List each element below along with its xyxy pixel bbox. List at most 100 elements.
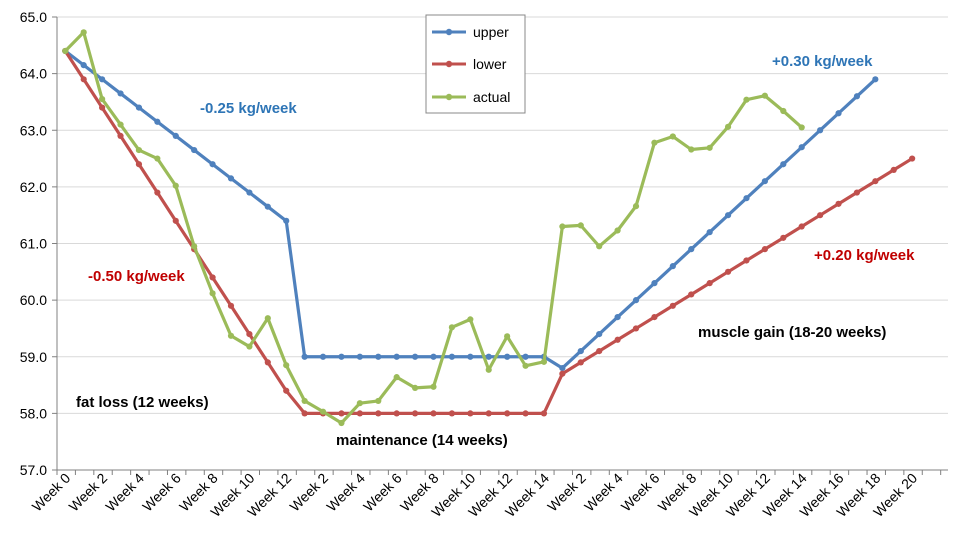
point-upper-16 bbox=[356, 353, 363, 360]
gridlines bbox=[57, 16, 948, 414]
point-actual-16 bbox=[356, 400, 363, 407]
legend: upper lower actual bbox=[425, 14, 526, 114]
point-actual-40 bbox=[798, 124, 805, 131]
point-upper-7 bbox=[191, 146, 198, 154]
point-lower-25 bbox=[522, 410, 529, 417]
point-lower-33 bbox=[669, 302, 676, 309]
annotations: -0.25 kg/week -0.50 kg/week fat loss (12… bbox=[76, 53, 915, 449]
point-upper-33 bbox=[669, 263, 676, 270]
point-actual-5 bbox=[154, 155, 161, 162]
point-upper-18 bbox=[393, 353, 400, 360]
point-actual-24 bbox=[504, 333, 511, 340]
point-lower-5 bbox=[154, 189, 161, 196]
point-actual-11 bbox=[264, 315, 271, 322]
point-upper-11 bbox=[264, 203, 271, 210]
legend-label-lower: lower bbox=[473, 56, 507, 72]
point-lower-43 bbox=[853, 189, 861, 196]
y-axis-ticks: 57.0 58.0 59.0 60.0 61.0 62.0 63.0 64.0 65.0 bbox=[20, 9, 57, 478]
point-upper-38 bbox=[761, 178, 768, 185]
point-lower-9 bbox=[227, 302, 235, 309]
point-actual-39 bbox=[780, 107, 787, 115]
point-actual-27 bbox=[559, 223, 566, 230]
point-upper-22 bbox=[467, 353, 474, 360]
legend-entry-actual: actual bbox=[432, 89, 510, 105]
point-upper-43 bbox=[853, 93, 861, 100]
point-lower-15 bbox=[338, 410, 345, 417]
point-upper-24 bbox=[504, 353, 511, 360]
point-upper-3 bbox=[117, 90, 124, 97]
x-tick-label-2: Week 4 bbox=[102, 470, 147, 515]
point-upper-29 bbox=[596, 331, 603, 338]
point-lower-8 bbox=[209, 274, 216, 281]
point-upper-32 bbox=[651, 280, 658, 287]
point-actual-30 bbox=[614, 227, 621, 234]
point-lower-35 bbox=[706, 280, 713, 287]
point-lower-10 bbox=[246, 331, 253, 338]
point-upper-10 bbox=[246, 189, 253, 196]
point-upper-36 bbox=[724, 212, 732, 219]
point-lower-20 bbox=[430, 410, 437, 417]
point-upper-21 bbox=[448, 353, 456, 360]
y-tick-label-3: 60.0 bbox=[20, 292, 47, 308]
point-actual-19 bbox=[411, 384, 419, 391]
point-lower-37 bbox=[743, 257, 750, 264]
point-lower-13 bbox=[301, 410, 308, 417]
point-upper-34 bbox=[688, 246, 695, 253]
point-lower-18 bbox=[393, 410, 400, 417]
point-lower-30 bbox=[614, 336, 621, 343]
point-lower-38 bbox=[761, 246, 768, 253]
point-upper-17 bbox=[375, 353, 382, 360]
x-tick-label-1: Week 2 bbox=[66, 470, 111, 515]
point-actual-2 bbox=[99, 96, 106, 103]
point-upper-44 bbox=[872, 76, 879, 83]
point-upper-27 bbox=[559, 364, 566, 372]
annotation-maintenance: maintenance (14 weeks) bbox=[336, 432, 508, 449]
point-upper-28 bbox=[577, 347, 584, 355]
point-lower-6 bbox=[172, 217, 179, 224]
point-actual-18 bbox=[393, 374, 400, 381]
point-lower-17 bbox=[375, 410, 382, 417]
annotation-muscle-gain: muscle gain (18-20 weeks) bbox=[698, 324, 886, 341]
annotation-lower-loss-rate: -0.50 kg/week bbox=[88, 268, 185, 285]
y-tick-label-7: 64.0 bbox=[20, 66, 47, 82]
legend-label-upper: upper bbox=[473, 24, 509, 40]
point-actual-28 bbox=[577, 222, 584, 229]
point-upper-14 bbox=[319, 353, 327, 360]
point-upper-30 bbox=[614, 314, 621, 321]
point-lower-16 bbox=[356, 410, 363, 417]
point-lower-27 bbox=[559, 370, 566, 377]
y-tick-label-6: 63.0 bbox=[20, 122, 47, 138]
point-lower-23 bbox=[485, 410, 492, 417]
point-actual-8 bbox=[209, 290, 216, 297]
point-actual-17 bbox=[375, 397, 382, 405]
point-actual-1 bbox=[80, 29, 87, 36]
point-actual-29 bbox=[596, 243, 603, 250]
point-lower-24 bbox=[504, 410, 511, 417]
annotation-upper-gain-rate: +0.30 kg/week bbox=[772, 53, 873, 70]
point-actual-34 bbox=[688, 146, 695, 153]
point-lower-19 bbox=[411, 410, 419, 417]
point-actual-36 bbox=[724, 123, 732, 130]
point-upper-23 bbox=[485, 353, 492, 360]
point-actual-31 bbox=[632, 203, 640, 210]
point-upper-40 bbox=[798, 144, 805, 151]
point-actual-20 bbox=[430, 383, 437, 390]
point-upper-41 bbox=[817, 127, 824, 134]
point-actual-13 bbox=[301, 397, 308, 405]
x-tick-label-8: Week 4 bbox=[323, 470, 368, 515]
x-tick-label-15: Week 4 bbox=[581, 470, 626, 515]
y-tick-label-5: 62.0 bbox=[20, 179, 47, 195]
point-upper-15 bbox=[338, 353, 345, 360]
point-upper-42 bbox=[835, 110, 842, 117]
point-upper-19 bbox=[411, 353, 419, 360]
point-lower-46 bbox=[909, 155, 916, 162]
point-actual-15 bbox=[338, 419, 345, 427]
point-lower-44 bbox=[872, 178, 879, 185]
y-tick-label-0: 57.0 bbox=[20, 462, 47, 478]
point-upper-39 bbox=[780, 161, 787, 168]
point-lower-3 bbox=[117, 132, 124, 140]
point-actual-26 bbox=[540, 358, 548, 365]
point-upper-35 bbox=[706, 229, 713, 236]
